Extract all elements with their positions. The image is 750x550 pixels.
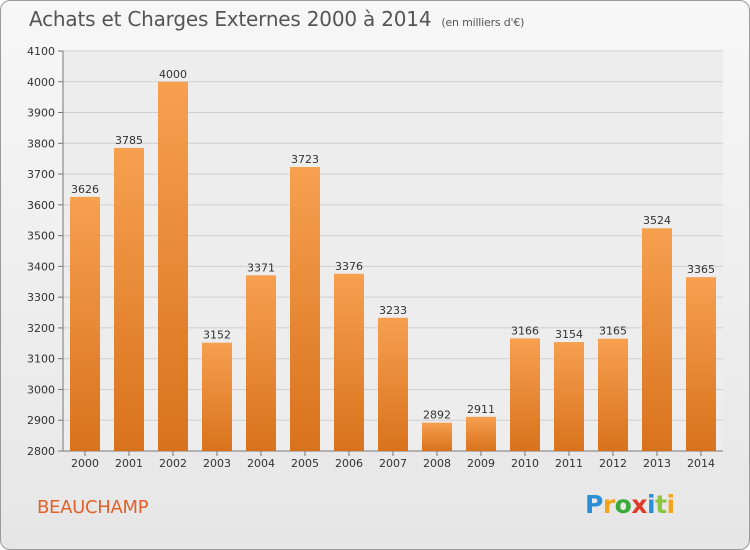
bar-2005 xyxy=(290,167,320,451)
x-tick-label: 2003 xyxy=(203,457,231,470)
bar-2011 xyxy=(554,342,584,451)
x-tick-label: 2002 xyxy=(159,457,187,470)
data-label: 3785 xyxy=(115,134,143,147)
bar-2009 xyxy=(466,416,496,451)
x-tick-label: 2001 xyxy=(115,457,143,470)
y-tick-label: 3600 xyxy=(27,199,55,212)
bar-2004 xyxy=(246,275,276,451)
data-label: 3152 xyxy=(203,329,231,342)
y-tick-label: 2800 xyxy=(27,445,55,458)
y-tick-label: 3200 xyxy=(27,322,55,335)
bar-2014 xyxy=(686,277,716,451)
y-tick-label: 4000 xyxy=(27,76,55,89)
x-tick-label: 2004 xyxy=(247,457,275,470)
x-tick-label: 2012 xyxy=(599,457,627,470)
proxiti-logo: Proxiti xyxy=(585,490,675,519)
data-label: 3626 xyxy=(71,183,99,196)
data-label: 4000 xyxy=(159,68,187,81)
logo-letter: i xyxy=(666,490,676,519)
logo-letter: t xyxy=(655,490,667,519)
y-tick-label: 3400 xyxy=(27,260,55,273)
x-tick-label: 2007 xyxy=(379,457,407,470)
x-tick-label: 2010 xyxy=(511,457,539,470)
logo-letter: r xyxy=(602,490,615,519)
bar-2012 xyxy=(598,338,628,451)
data-label: 3165 xyxy=(599,325,627,338)
bar-2006 xyxy=(334,273,364,451)
unit-note: (en milliers d'€) xyxy=(441,16,525,29)
chart-title: Achats et Charges Externes 2000 à 2014 (e… xyxy=(29,7,524,31)
data-label: 2892 xyxy=(423,409,451,422)
bar-2001 xyxy=(114,147,144,451)
x-tick-label: 2006 xyxy=(335,457,363,470)
bar-2008 xyxy=(422,422,452,451)
y-tick-label: 3100 xyxy=(27,353,55,366)
bar-2013 xyxy=(642,228,672,451)
data-label: 2911 xyxy=(467,403,495,416)
y-tick-label: 3900 xyxy=(27,107,55,120)
y-tick-label: 3500 xyxy=(27,230,55,243)
bar-2007 xyxy=(378,317,408,451)
bar-2010 xyxy=(510,338,540,451)
chart-title-text: Achats et Charges Externes 2000 à 2014 xyxy=(29,7,432,31)
data-label: 3233 xyxy=(379,304,407,317)
x-tick-label: 2005 xyxy=(291,457,319,470)
data-label: 3371 xyxy=(247,261,275,274)
logo-letter: x xyxy=(631,490,647,519)
city-name: BEAUCHAMP xyxy=(37,497,149,518)
data-label: 3376 xyxy=(335,260,363,273)
x-tick-label: 2000 xyxy=(71,457,99,470)
x-tick-label: 2011 xyxy=(555,457,583,470)
x-tick-label: 2009 xyxy=(467,457,495,470)
x-tick-label: 2013 xyxy=(643,457,671,470)
data-label: 3524 xyxy=(643,214,671,227)
bar-2000 xyxy=(70,196,100,451)
y-tick-label: 3800 xyxy=(27,137,55,150)
logo-letter: o xyxy=(614,490,632,519)
y-tick-label: 2900 xyxy=(27,414,55,427)
data-label: 3166 xyxy=(511,324,539,337)
x-tick-label: 2014 xyxy=(687,457,715,470)
logo-letter: i xyxy=(647,490,656,519)
y-tick-label: 3700 xyxy=(27,168,55,181)
y-tick-label: 3300 xyxy=(27,291,55,304)
bar-2002 xyxy=(158,81,188,452)
bar-2003 xyxy=(202,342,232,451)
y-tick-label: 3000 xyxy=(27,383,55,396)
data-label: 3154 xyxy=(555,328,583,341)
x-tick-label: 2008 xyxy=(423,457,451,470)
logo-letter: P xyxy=(585,490,603,519)
data-label: 3365 xyxy=(687,263,715,276)
y-tick-label: 4100 xyxy=(27,45,55,58)
data-label: 3723 xyxy=(291,153,319,166)
